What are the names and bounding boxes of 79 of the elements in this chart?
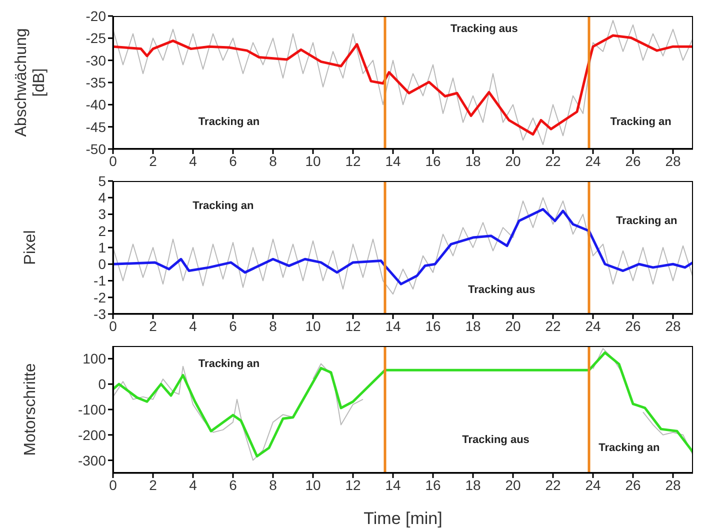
x-tick-label: 14 <box>385 318 401 334</box>
x-tick-label: 18 <box>465 476 481 493</box>
y-tick-label: -45 <box>86 118 106 135</box>
x-tick-label: 0 <box>109 152 118 169</box>
y-tick-label: -3 <box>94 306 106 322</box>
y-tick-label: -200 <box>78 426 106 443</box>
x-tick-label: 14 <box>385 152 401 169</box>
x-tick-label: 2 <box>149 152 158 169</box>
x-tick-label: 22 <box>545 152 561 169</box>
annotation: Tracking aus <box>450 23 518 36</box>
y-tick-label: -1 <box>94 272 106 289</box>
x-tick-label: 20 <box>505 476 521 493</box>
x-tick-label: 24 <box>585 152 601 169</box>
annotation: Tracking an <box>610 116 672 128</box>
x-tick-label: 8 <box>269 152 278 169</box>
y-tick-label: -300 <box>78 452 106 468</box>
x-tick-label: 28 <box>665 152 681 169</box>
x-tick-label: 6 <box>229 152 238 169</box>
x-tick-label: 20 <box>505 152 521 169</box>
x-tick-label: 8 <box>269 318 278 334</box>
x-tick-label: 20 <box>505 318 521 334</box>
x-tick-label: 2 <box>149 476 158 493</box>
y-tick-label: -50 <box>86 140 106 157</box>
y-tick-label: 0 <box>98 376 106 392</box>
x-tick-label: 4 <box>189 152 198 169</box>
x-tick-label: 18 <box>465 318 481 334</box>
y-axis-title: Motorschritte <box>22 363 39 456</box>
y-axis-title: Pixel <box>22 230 39 265</box>
x-tick-label: 26 <box>625 476 641 493</box>
x-tick-label: 4 <box>189 476 198 493</box>
annotation: Tracking an <box>598 442 660 454</box>
x-tick-label: 22 <box>545 318 561 334</box>
y-tick-label: -35 <box>86 74 106 90</box>
x-tick-label: 28 <box>665 476 681 493</box>
x-tick-label: 0 <box>109 476 118 493</box>
x-tick-label: 12 <box>345 152 361 169</box>
x-axis-title: Time [min] <box>364 509 442 528</box>
x-tick-label: 12 <box>345 476 361 493</box>
y-tick-label: -2 <box>94 289 106 306</box>
y-tick-label: 3 <box>98 206 106 222</box>
x-tick-label: 26 <box>625 318 641 334</box>
annotation: Tracking aus <box>468 284 536 296</box>
y-tick-label: 0 <box>98 256 106 272</box>
y-tick-label: -30 <box>86 52 106 68</box>
y-tick-label: -20 <box>86 8 106 24</box>
y-tick-label: 4 <box>98 190 106 206</box>
x-tick-label: 2 <box>149 318 158 334</box>
annotation: Tracking an <box>192 200 254 212</box>
y-axis-title: Abschwächung [dB] <box>13 28 48 137</box>
x-tick-label: 14 <box>385 476 401 493</box>
y-tick-label: 2 <box>98 222 106 239</box>
x-tick-label: 16 <box>425 152 441 169</box>
annotation: Tracking an <box>616 214 678 227</box>
x-tick-label: 6 <box>229 318 238 334</box>
x-tick-label: 4 <box>189 318 198 334</box>
x-tick-label: 10 <box>305 476 321 493</box>
x-tick-label: 28 <box>665 318 681 334</box>
y-tick-label: -100 <box>78 401 106 418</box>
x-tick-label: 8 <box>269 476 278 493</box>
x-tick-label: 26 <box>625 152 641 169</box>
x-tick-label: 24 <box>585 476 601 493</box>
x-tick-label: 6 <box>229 476 238 493</box>
y-tick-label: -40 <box>86 96 106 113</box>
x-tick-label: 10 <box>305 152 321 169</box>
x-tick-label: 18 <box>465 152 481 169</box>
x-tick-label: 24 <box>585 318 601 334</box>
annotation: Tracking an <box>198 358 260 370</box>
x-tick-label: 10 <box>305 318 321 334</box>
x-tick-label: 22 <box>545 476 561 493</box>
annotation: Tracking an <box>198 116 260 128</box>
y-tick-label: -25 <box>86 30 106 46</box>
y-tick-label: 5 <box>98 172 106 189</box>
x-tick-label: 12 <box>345 318 361 334</box>
x-tick-label: 16 <box>425 476 441 493</box>
y-tick-label: 100 <box>82 350 106 367</box>
y-tick-label: 1 <box>98 239 106 256</box>
x-tick-label: 0 <box>109 318 118 334</box>
annotation: Tracking aus <box>462 434 530 446</box>
x-tick-label: 16 <box>425 318 441 334</box>
